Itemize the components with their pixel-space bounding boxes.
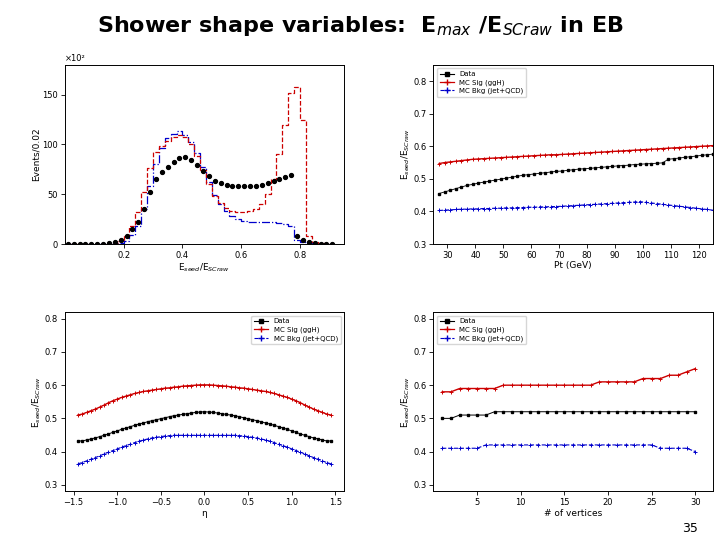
Text: Shower shape variables:  E$_{max}$ /E$_{SCraw}$ in EB: Shower shape variables: E$_{max}$ /E$_{S… — [96, 14, 624, 37]
X-axis label: # of vertices: # of vertices — [544, 509, 602, 518]
Y-axis label: E$_{seed}$/E$_{SCraw}$: E$_{seed}$/E$_{SCraw}$ — [400, 376, 412, 428]
X-axis label: E$_{seed}$/E$_{SCraw}$: E$_{seed}$/E$_{SCraw}$ — [179, 261, 230, 274]
Y-axis label: E$_{seed}$/E$_{SCraw}$: E$_{seed}$/E$_{SCraw}$ — [400, 129, 412, 180]
Y-axis label: Events/0.02: Events/0.02 — [32, 127, 41, 181]
Text: 35: 35 — [683, 522, 698, 535]
Y-axis label: E$_{seed}$/E$_{SCraw}$: E$_{seed}$/E$_{SCraw}$ — [31, 376, 43, 428]
Legend: Data, MC Sig (ggH), MC Bkg (jet+QCD): Data, MC Sig (ggH), MC Bkg (jet+QCD) — [437, 315, 526, 345]
X-axis label: η: η — [202, 509, 207, 518]
X-axis label: Pt (GeV): Pt (GeV) — [554, 261, 592, 271]
Text: ×10²: ×10² — [65, 54, 86, 63]
Legend: Data, MC Sig (ggH), MC Bkg (jet+QCD): Data, MC Sig (ggH), MC Bkg (jet+QCD) — [251, 315, 341, 345]
Legend: Data, MC Sig (ggH), MC Bkg (jet+QCD): Data, MC Sig (ggH), MC Bkg (jet+QCD) — [437, 68, 526, 97]
